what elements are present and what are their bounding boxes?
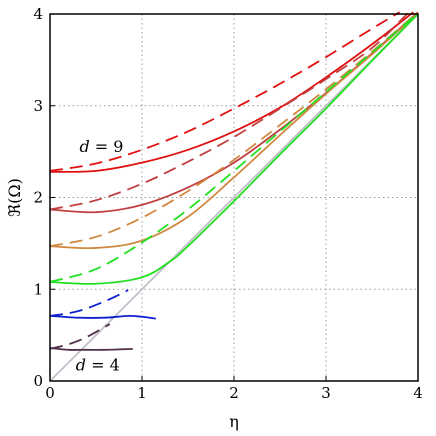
y-axis-label: ℜ(Ω) (5, 178, 24, 217)
annotation-eq: = 9 (90, 137, 124, 156)
series-line-1 (49, 11, 401, 172)
ticks: 0 1 2 3 4 0 1 2 3 4 (33, 5, 422, 402)
x-tick-label: 4 (413, 384, 423, 402)
y-tick-label: 3 (33, 97, 43, 115)
annotation-label: d = 9 (79, 137, 123, 156)
annotation-eq: = 4 (86, 355, 120, 374)
x-tick-label: 2 (229, 384, 239, 402)
y-tick-label: 4 (33, 5, 43, 23)
series-line-5 (49, 11, 419, 248)
series-line-8 (49, 13, 419, 285)
y-tick-label: 1 (33, 280, 43, 298)
annotation-var: d (76, 355, 86, 374)
annotation-label: d = 4 (76, 355, 120, 374)
series-line-7 (49, 12, 419, 283)
x-axis-label: η (229, 412, 239, 431)
x-tick-label: 0 (45, 384, 55, 402)
x-tick-label: 1 (137, 384, 147, 402)
series-layer (49, 11, 419, 382)
y-tick-label: 2 (33, 189, 43, 207)
series-line-2 (49, 11, 414, 173)
grid (50, 14, 418, 381)
annotation-var: d (79, 137, 89, 156)
x-tick-label: 3 (321, 384, 331, 402)
series-line-9 (49, 289, 129, 317)
series-line-3 (49, 11, 410, 211)
y-tick-label: 0 (33, 372, 43, 390)
series-line-10 (49, 314, 156, 320)
annotations: d = 9d = 4 (76, 137, 124, 374)
series-line-6 (49, 12, 419, 250)
series-line-0 (49, 13, 419, 382)
series-line-11 (49, 323, 111, 350)
series-line-12 (49, 347, 133, 351)
